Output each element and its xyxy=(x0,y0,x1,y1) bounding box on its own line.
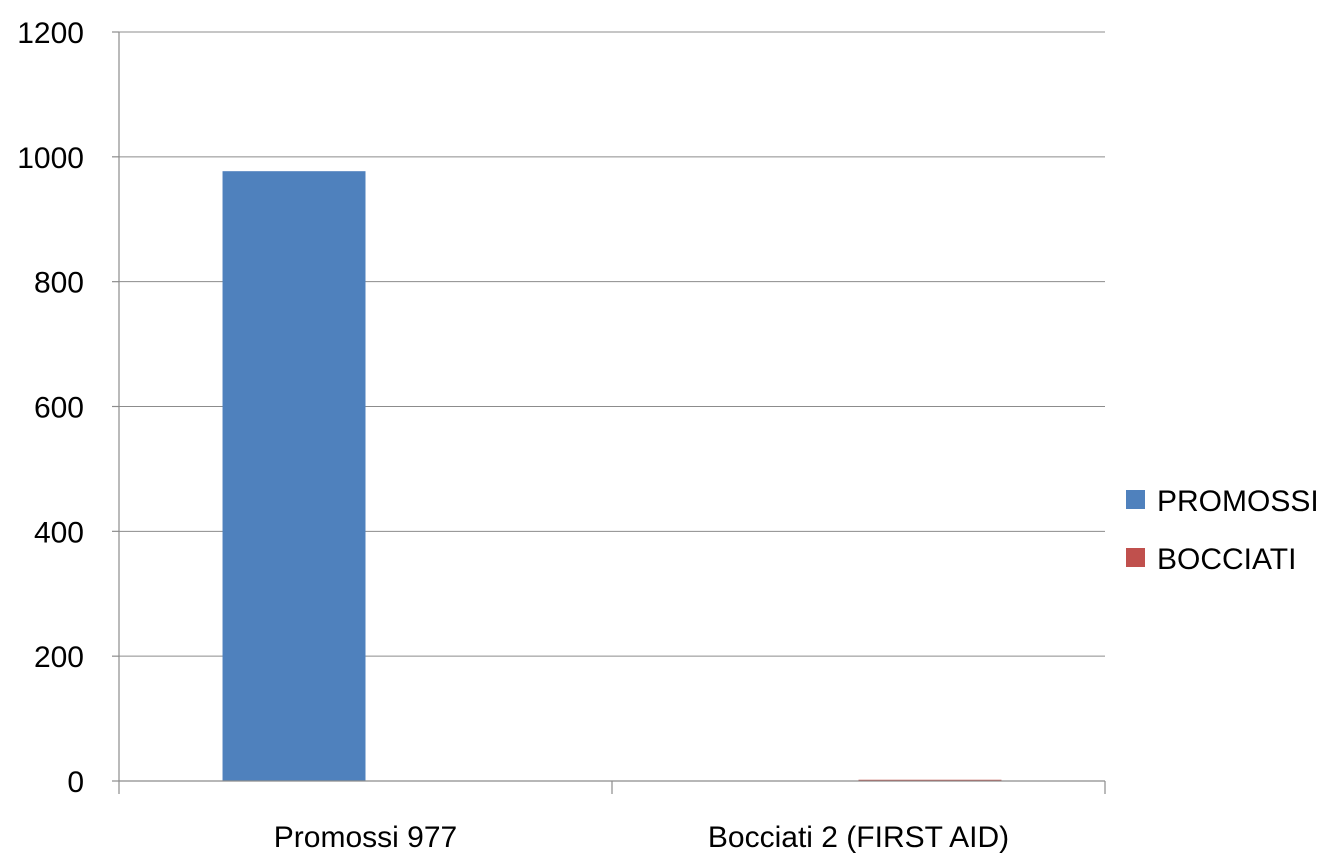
y-tick-label: 1200 xyxy=(17,17,84,50)
legend: PROMOSSI BOCCIATI xyxy=(1126,485,1319,576)
bars xyxy=(222,171,1002,782)
legend-swatch-promossi xyxy=(1126,490,1145,509)
axes xyxy=(112,31,1106,794)
y-tick-label: 0 xyxy=(67,766,84,799)
y-tick-labels: 0 200 400 600 800 1000 1200 xyxy=(17,17,84,799)
x-category-labels: Promossi 977 Bocciati 2 (FIRST AID) xyxy=(274,821,1009,854)
bar-bocciati-1 xyxy=(858,779,1002,781)
y-tick-label: 600 xyxy=(34,392,84,425)
y-tick-label: 200 xyxy=(34,641,84,674)
x-category-label: Promossi 977 xyxy=(274,821,457,854)
y-tick-label: 400 xyxy=(34,516,84,549)
y-tick-label: 1000 xyxy=(17,142,84,175)
x-category-label: Bocciati 2 (FIRST AID) xyxy=(708,821,1009,854)
legend-swatch-bocciati xyxy=(1126,548,1145,567)
legend-label-promossi: PROMOSSI xyxy=(1157,485,1319,518)
bar-promossi-0 xyxy=(222,171,366,782)
y-tick-label: 800 xyxy=(34,267,84,300)
legend-label-bocciati: BOCCIATI xyxy=(1157,543,1296,576)
